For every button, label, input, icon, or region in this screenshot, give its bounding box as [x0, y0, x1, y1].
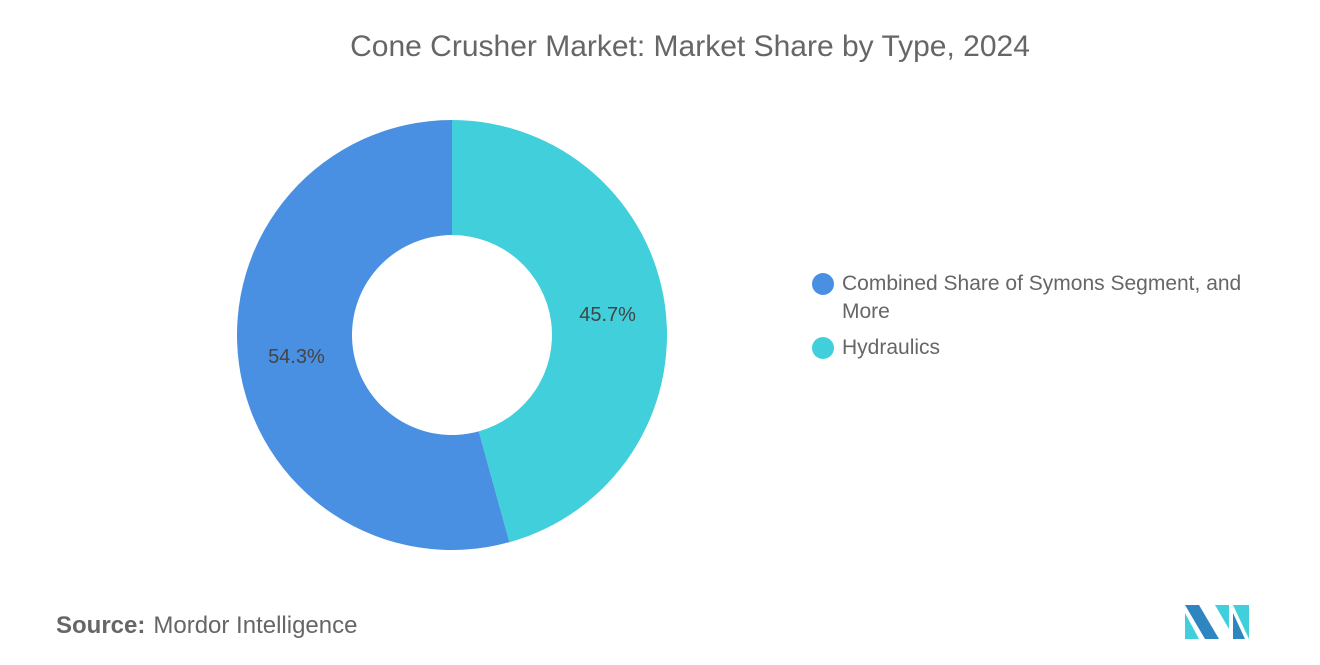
legend-item-combined[interactable]: Combined Share of Symons Segment, and Mo…	[812, 270, 1282, 326]
chart-title: Cone Crusher Market: Market Share by Typ…	[350, 30, 1030, 63]
data-label: 54.3%	[268, 346, 325, 368]
legend-swatch	[812, 337, 834, 359]
source-note: Source: Mordor Intelligence	[56, 612, 357, 640]
legend-item-hydraulics[interactable]: Hydraulics	[812, 334, 1282, 362]
slice-0[interactable]	[452, 120, 667, 543]
source-value: Mordor Intelligence	[153, 612, 358, 639]
source-label: Source:	[56, 612, 146, 639]
slice-1[interactable]	[236, 120, 510, 551]
mordor-logo	[1185, 605, 1249, 639]
legend: Combined Share of Symons Segment, and Mo…	[812, 270, 1282, 370]
legend-swatch	[812, 273, 834, 295]
legend-label: Combined Share of Symons Segment, and Mo…	[842, 272, 1242, 323]
legend-label: Hydraulics	[842, 336, 941, 359]
data-label: 45.7%	[579, 304, 636, 326]
